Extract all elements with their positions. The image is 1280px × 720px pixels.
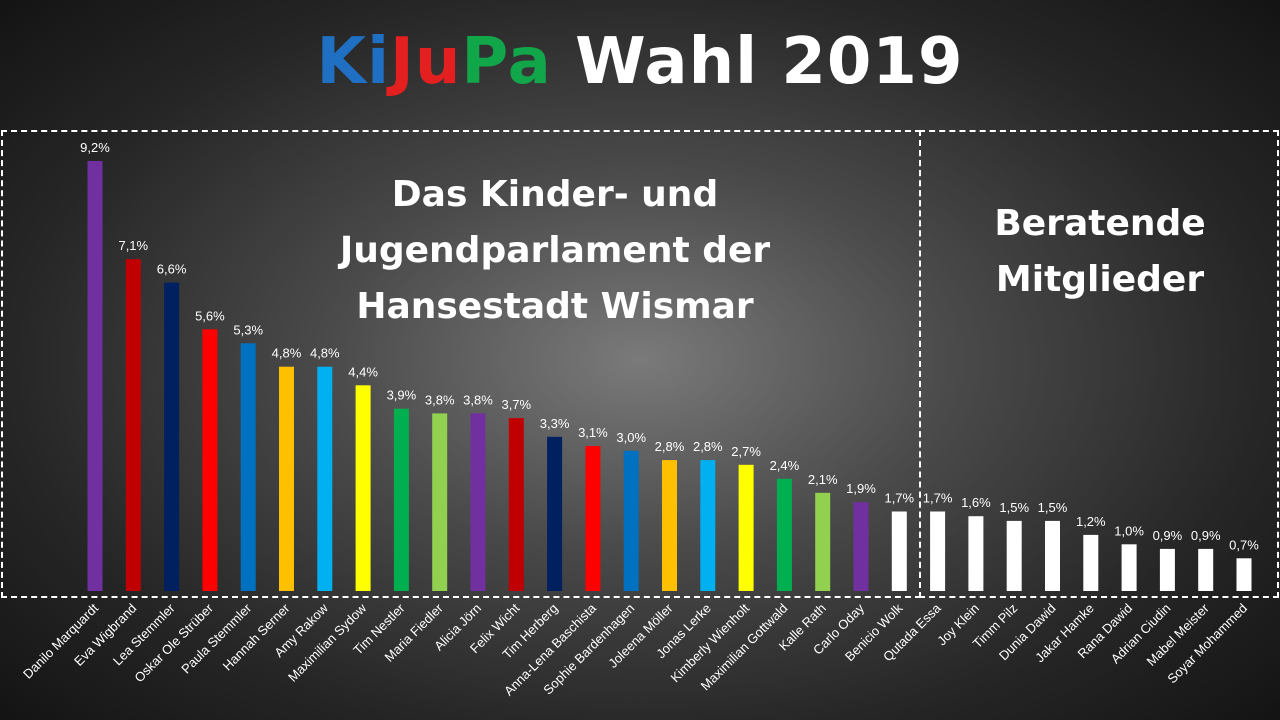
parliament-heading-line-1: Das Kinder- und (391, 174, 719, 215)
bar-19 (815, 492, 831, 591)
bar-value-label-1: 7,1% (118, 238, 148, 253)
bar-value-label-24: 1,5% (999, 500, 1029, 515)
bar-value-label-16: 2,8% (693, 439, 723, 454)
bar-value-label-8: 3,9% (387, 388, 417, 403)
bar-7 (355, 385, 371, 591)
bar-24 (1006, 520, 1022, 591)
bar-20 (853, 502, 869, 591)
bar-1 (125, 259, 141, 591)
bar-value-label-23: 1,6% (961, 495, 991, 510)
bar-9 (432, 413, 448, 591)
advisory-heading-line-2: Mitglieder (995, 259, 1205, 300)
bar-value-label-15: 2,8% (655, 439, 685, 454)
advisory-group-heading: Beratende Mitglieder (950, 196, 1250, 308)
parliament-heading-line-3: Hansestadt Wismar (356, 286, 754, 327)
bar-10 (470, 413, 486, 591)
bar-16 (700, 460, 716, 591)
bar-value-label-10: 3,8% (463, 392, 493, 407)
bar-value-label-5: 4,8% (272, 346, 302, 361)
bar-28 (1159, 548, 1175, 591)
bar-value-label-29: 0,9% (1191, 528, 1221, 543)
bar-value-label-22: 1,7% (923, 491, 953, 506)
bar-5 (279, 366, 294, 591)
bar-11 (508, 418, 524, 591)
title-part-wahl: Wahl 2019 (551, 25, 964, 99)
advisory-group-box (919, 130, 1279, 598)
bar-4 (240, 343, 256, 591)
bar-29 (1198, 548, 1214, 591)
bar-value-label-13: 3,1% (578, 425, 608, 440)
bar-value-label-2: 6,6% (157, 262, 187, 277)
bar-value-label-14: 3,0% (616, 430, 646, 445)
bar-value-label-12: 3,3% (540, 416, 570, 431)
bar-value-label-30: 0,7% (1229, 537, 1259, 552)
bar-30 (1236, 558, 1252, 591)
bar-15 (662, 460, 677, 591)
bar-27 (1121, 544, 1137, 591)
advisory-heading-line-1: Beratende (994, 203, 1206, 244)
bar-value-label-11: 3,7% (501, 397, 531, 412)
bar-value-label-3: 5,6% (195, 308, 225, 323)
title-part-ki: Ki (316, 25, 391, 99)
bar-value-label-19: 2,1% (808, 472, 838, 487)
bar-23 (968, 516, 984, 591)
title-part-ju: Ju (390, 25, 462, 99)
bar-value-label-26: 1,2% (1076, 514, 1106, 529)
bar-value-label-28: 0,9% (1153, 528, 1183, 543)
bar-value-label-6: 4,8% (310, 346, 340, 361)
bar-value-label-4: 5,3% (233, 322, 263, 337)
bar-0 (87, 161, 103, 591)
bar-2 (164, 282, 180, 591)
bar-12 (547, 436, 563, 591)
bar-value-label-7: 4,4% (348, 364, 378, 379)
bar-26 (1083, 534, 1099, 591)
bar-value-label-27: 1,0% (1114, 523, 1144, 538)
chart-title: KiJuPa Wahl 2019 (0, 22, 1280, 102)
bar-value-label-0: 9,2% (80, 140, 110, 155)
bar-value-label-21: 1,7% (884, 491, 914, 506)
bar-21 (891, 511, 907, 591)
title-part-pa: Pa (461, 25, 552, 99)
bar-17 (738, 464, 754, 591)
bar-value-label-25: 1,5% (1038, 500, 1068, 515)
bar-value-label-9: 3,8% (425, 392, 455, 407)
bar-value-label-17: 2,7% (731, 444, 761, 459)
bar-18 (776, 478, 792, 591)
bar-25 (1045, 520, 1060, 591)
bar-13 (585, 446, 601, 591)
category-label-5: Hannah Serner (220, 600, 293, 673)
bar-22 (930, 511, 946, 591)
parliament-group-heading: Das Kinder- und Jugendparlament der Hans… (300, 167, 810, 335)
parliament-heading-line-2: Jugendparlament der (339, 230, 771, 271)
bar-14 (623, 450, 639, 591)
bar-value-label-20: 1,9% (846, 481, 876, 496)
bar-8 (393, 408, 409, 591)
bar-3 (202, 329, 218, 591)
bar-6 (317, 366, 333, 591)
bar-value-label-18: 2,4% (770, 458, 800, 473)
